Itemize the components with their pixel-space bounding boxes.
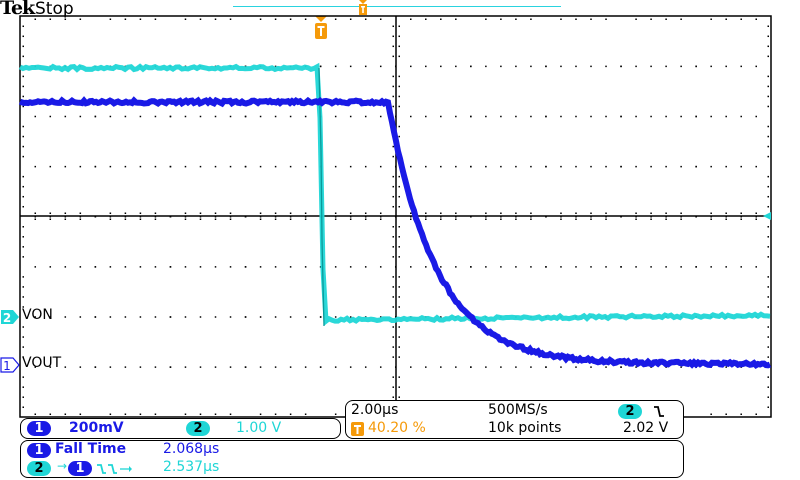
ch2-ground-marker-icon[interactable]: 2 — [0, 309, 20, 325]
vertical-scale-readout[interactable]: 1 200mV 2 1.00 V — [20, 418, 341, 439]
ch1-badge: 1 — [27, 421, 51, 436]
trigger-level-marker-icon — [763, 212, 771, 220]
meas1-source-badge: 1 — [27, 443, 51, 458]
ch1-scale: 200mV — [69, 420, 124, 436]
ch1-ground-marker-icon[interactable]: 1 — [0, 357, 20, 373]
svg-text:2: 2 — [3, 311, 11, 325]
trigger-level: 2.02 V — [623, 420, 668, 436]
ch2-scale: 1.00 V — [236, 420, 281, 436]
record-length: 10k points — [488, 420, 561, 436]
ch1-waveform — [20, 101, 770, 366]
arrow-icon: → — [57, 459, 67, 473]
measurement-readout[interactable]: 1 Fall Time 2.068µs 2 → 1 2.537µs — [20, 440, 684, 478]
meas1-name: Fall Time — [55, 441, 126, 457]
trigger-position-percent: 40.20 % — [368, 420, 426, 436]
falling-edge-icon — [653, 405, 665, 418]
horizontal-trigger-readout[interactable]: 2.00µs 500MS/s 2 40.20 % 10k points 2.02… — [345, 400, 684, 439]
trigger-position-icon — [351, 422, 364, 436]
time-per-division: 2.00µs — [351, 402, 398, 418]
ch2-label: VON — [22, 307, 53, 323]
ch2-badge: 2 — [186, 421, 210, 436]
meas2-source-badge: 2 — [27, 461, 51, 476]
meas2-value: 2.537µs — [163, 459, 219, 475]
meas2-target-badge: 1 — [68, 461, 92, 476]
meas1-value: 2.068µs — [163, 441, 219, 457]
trigger-source-badge: 2 — [618, 404, 642, 419]
sample-rate: 500MS/s — [488, 402, 548, 418]
delay-edges-icon — [96, 463, 132, 475]
ch1-label: VOUT — [22, 355, 61, 371]
svg-text:1: 1 — [3, 359, 11, 373]
